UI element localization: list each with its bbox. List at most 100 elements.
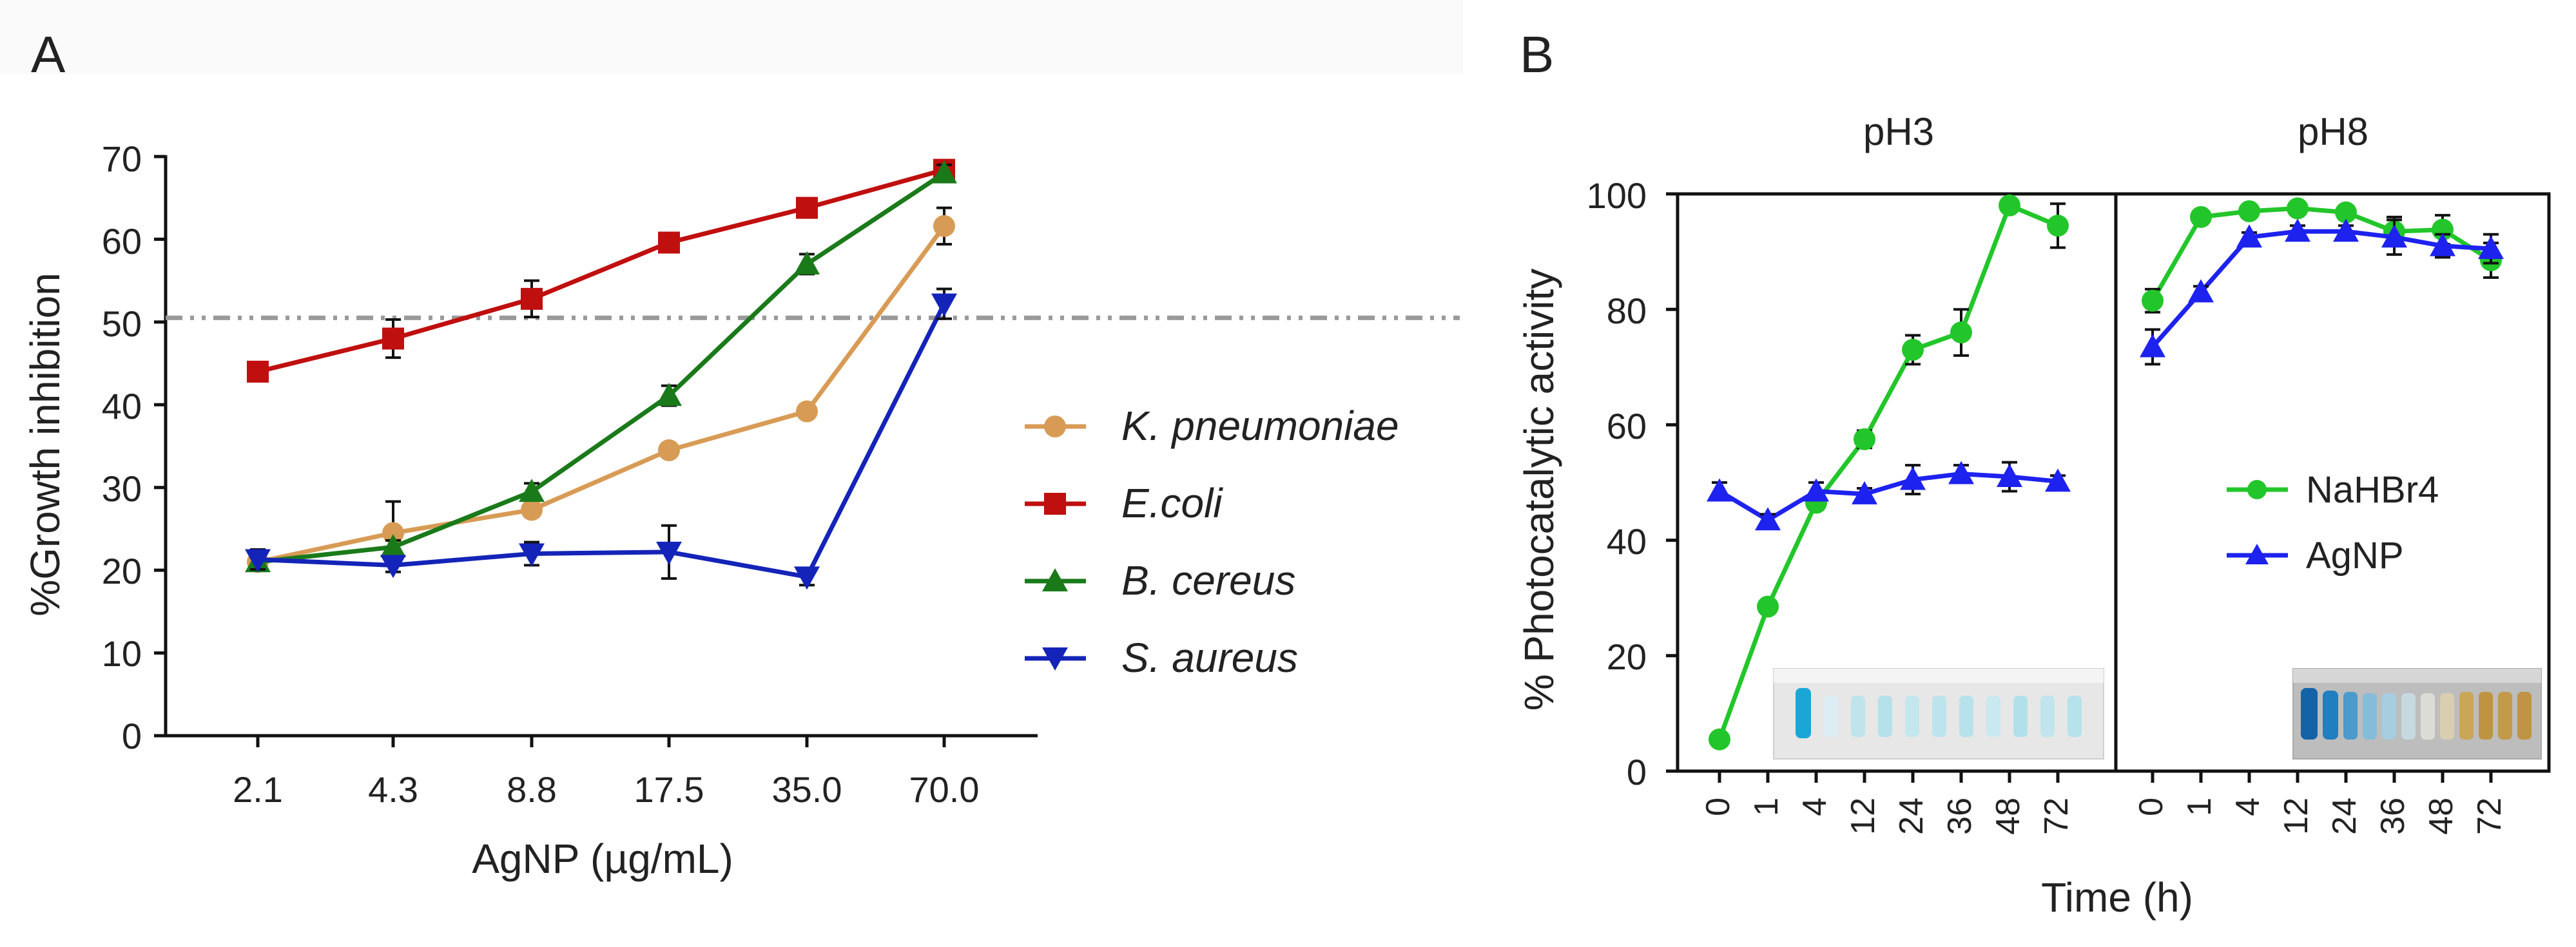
panel-b-y-tick-60: 60 bbox=[1607, 406, 1647, 446]
ph3-tube-5 bbox=[1932, 696, 1946, 737]
legend-marker-square bbox=[1044, 493, 1066, 515]
ph8-sample-tubes-photo bbox=[2292, 668, 2542, 760]
data-point-ph3-agnp-3 bbox=[1852, 481, 1877, 504]
data-point-s-aureus-0 bbox=[245, 549, 271, 573]
ph3-x-tick-24: 24 bbox=[1893, 798, 1930, 835]
data-point-s-aureus-2 bbox=[519, 543, 545, 567]
legend-label-e-coli: E.coli bbox=[1121, 480, 1223, 526]
ph8-x-tick-48: 48 bbox=[2423, 798, 2460, 835]
legend-item-nahbr4: NaHBr4 bbox=[2227, 469, 2439, 511]
data-point-ph3-agnp-1 bbox=[1755, 507, 1781, 531]
ph8-tube-4 bbox=[2382, 693, 2396, 740]
panel-b-y-tick-0: 0 bbox=[1627, 752, 1647, 792]
facet-ph3-x-ticks: 0 1 4 12 24 36 48 72 bbox=[1700, 798, 2075, 835]
legend-label-k-pneumoniae: K. pneumoniae bbox=[1121, 403, 1399, 449]
data-point-e-coli-3 bbox=[658, 231, 680, 254]
panel-b-y-tick-40: 40 bbox=[1607, 521, 1647, 562]
data-point-ph8-agnp-7 bbox=[2478, 236, 2504, 260]
data-point-b-cereus-1 bbox=[380, 534, 406, 558]
panel-a-x-tick-4.3: 4.3 bbox=[368, 769, 418, 810]
ph8-tube-11 bbox=[2517, 692, 2532, 740]
legend-label-nahbr4: NaHBr4 bbox=[2306, 469, 2439, 511]
ph3-x-tick-72: 72 bbox=[2038, 798, 2075, 835]
panel-b-plot-area bbox=[1666, 192, 2551, 783]
panel-a-y-tick-labels: 0 10 20 30 40 50 60 70 bbox=[102, 139, 142, 756]
data-point-k-pneumoniae-5 bbox=[933, 215, 955, 237]
series-s-aureus bbox=[245, 287, 957, 590]
panel-b-y-axis-title: % Photocatalytic activity bbox=[1516, 269, 1562, 711]
data-point-ph3-agnp-0 bbox=[1707, 478, 1732, 502]
data-point-s-aureus-5 bbox=[931, 293, 957, 317]
panel-a-y-tick-70: 70 bbox=[102, 139, 142, 179]
panel-a-label: A bbox=[31, 26, 66, 83]
data-point-e-coli-0 bbox=[247, 360, 269, 383]
data-point-ph3-agnp-6 bbox=[1997, 464, 2022, 488]
panel-b-y-tick-100: 100 bbox=[1587, 175, 1647, 216]
legend-marker-triangle-down bbox=[1042, 647, 1068, 671]
data-point-ph8-agnp-3 bbox=[2285, 218, 2310, 242]
ph8-x-tick-36: 36 bbox=[2374, 798, 2412, 835]
data-point-b-cereus-2 bbox=[519, 479, 545, 502]
ph3-tube-6 bbox=[1959, 696, 1973, 737]
panel-a-header-band bbox=[0, 0, 1463, 74]
series-line-ph8-agnp bbox=[2151, 229, 2492, 349]
ph3-tube-8 bbox=[2013, 696, 2028, 737]
ph8-tube-1 bbox=[2323, 691, 2338, 740]
panel-b-y-tick-20: 20 bbox=[1607, 636, 1647, 677]
data-point-ph3-agnp-5 bbox=[1948, 461, 1974, 484]
legend-marker-circle bbox=[1044, 416, 1066, 437]
legend-item-b-cereus: B. cereus bbox=[1025, 557, 1295, 604]
data-point-k-pneumoniae-1 bbox=[382, 522, 404, 544]
data-point-k-pneumoniae-2 bbox=[521, 499, 543, 521]
legend-label-b-cereus: B. cereus bbox=[1121, 557, 1295, 604]
data-point-ph8-agnp-0 bbox=[2140, 334, 2165, 358]
data-point-ph3-nahbr4-1 bbox=[1757, 595, 1779, 618]
series-line-ph3-agnp bbox=[1718, 472, 2058, 523]
panel-a-y-axis-title: %Growth inhibition bbox=[22, 273, 68, 617]
series-line-e-coli bbox=[257, 167, 945, 374]
data-point-b-cereus-3 bbox=[656, 383, 682, 407]
series-line-k-pneumoniae bbox=[257, 224, 946, 564]
ph3-tube-3 bbox=[1878, 696, 1892, 737]
data-point-s-aureus-3 bbox=[656, 541, 682, 565]
ph8-tube-7 bbox=[2440, 693, 2454, 740]
panel-a-plot-area bbox=[154, 155, 1460, 747]
data-point-ph8-nahbr4-0 bbox=[2142, 289, 2164, 312]
legend-item-e-coli: E.coli bbox=[1025, 480, 1223, 526]
data-point-ph8-nahbr4-3 bbox=[2287, 197, 2309, 220]
panel-b-x-tick-labels: 0 1 4 12 24 36 48 72 0 1 4 12 24 36 48 7… bbox=[1700, 798, 2508, 835]
ph3-tube-4 bbox=[1905, 696, 1919, 737]
data-point-ph3-nahbr4-3 bbox=[1854, 428, 1875, 450]
data-point-ph3-agnp-2 bbox=[1803, 478, 1829, 502]
series-ph3-nahbr4 bbox=[1709, 194, 2069, 751]
ph8-tube-2 bbox=[2343, 692, 2358, 740]
data-point-s-aureus-1 bbox=[380, 555, 406, 579]
panel-b-chart: B % Photocatalytic activity Time (h) pH3… bbox=[1516, 26, 2551, 921]
facet-title-ph8: pH8 bbox=[2298, 110, 2368, 153]
panel-b-y-tick-80: 80 bbox=[1607, 291, 1647, 331]
data-point-b-cereus-5 bbox=[931, 160, 957, 184]
ph3-tube-0 bbox=[1796, 688, 1811, 738]
legend-label-agnp: AgNP bbox=[2306, 535, 2404, 577]
data-point-ph8-nahbr4-2 bbox=[2238, 200, 2260, 222]
legend-item-k-pneumoniae: K. pneumoniae bbox=[1025, 403, 1399, 449]
data-point-s-aureus-4 bbox=[794, 566, 820, 590]
ph8-tube-10 bbox=[2498, 692, 2512, 740]
data-point-e-coli-2 bbox=[521, 287, 543, 310]
data-point-k-pneumoniae-4 bbox=[796, 400, 818, 423]
panel-a-chart: A %Growth inhibition AgNP (µg/mL) 0 10 2… bbox=[22, 26, 1460, 882]
ph8-x-tick-72: 72 bbox=[2471, 798, 2508, 835]
ph8-tube-3 bbox=[2363, 693, 2377, 740]
data-point-ph8-agnp-6 bbox=[2430, 233, 2455, 256]
legend-item-s-aureus: S. aureus bbox=[1025, 635, 1298, 681]
series-ph8-agnp bbox=[2140, 218, 2504, 366]
ph8-x-tick-0: 0 bbox=[2133, 798, 2170, 816]
legend-marker-triangle-up bbox=[2245, 544, 2269, 564]
panel-a-y-tick-30: 30 bbox=[102, 468, 142, 509]
panel-b-legend: NaHBr4 AgNP bbox=[2227, 469, 2439, 577]
series-ph3-agnp bbox=[1707, 461, 2071, 531]
data-point-e-coli-1 bbox=[382, 327, 404, 350]
ph8-tube-6 bbox=[2421, 693, 2435, 740]
legend-marker-triangle-up bbox=[1042, 568, 1068, 591]
panel-a-legend: K. pneumoniae E.coli B. cereus S. aureus bbox=[1025, 403, 1399, 681]
